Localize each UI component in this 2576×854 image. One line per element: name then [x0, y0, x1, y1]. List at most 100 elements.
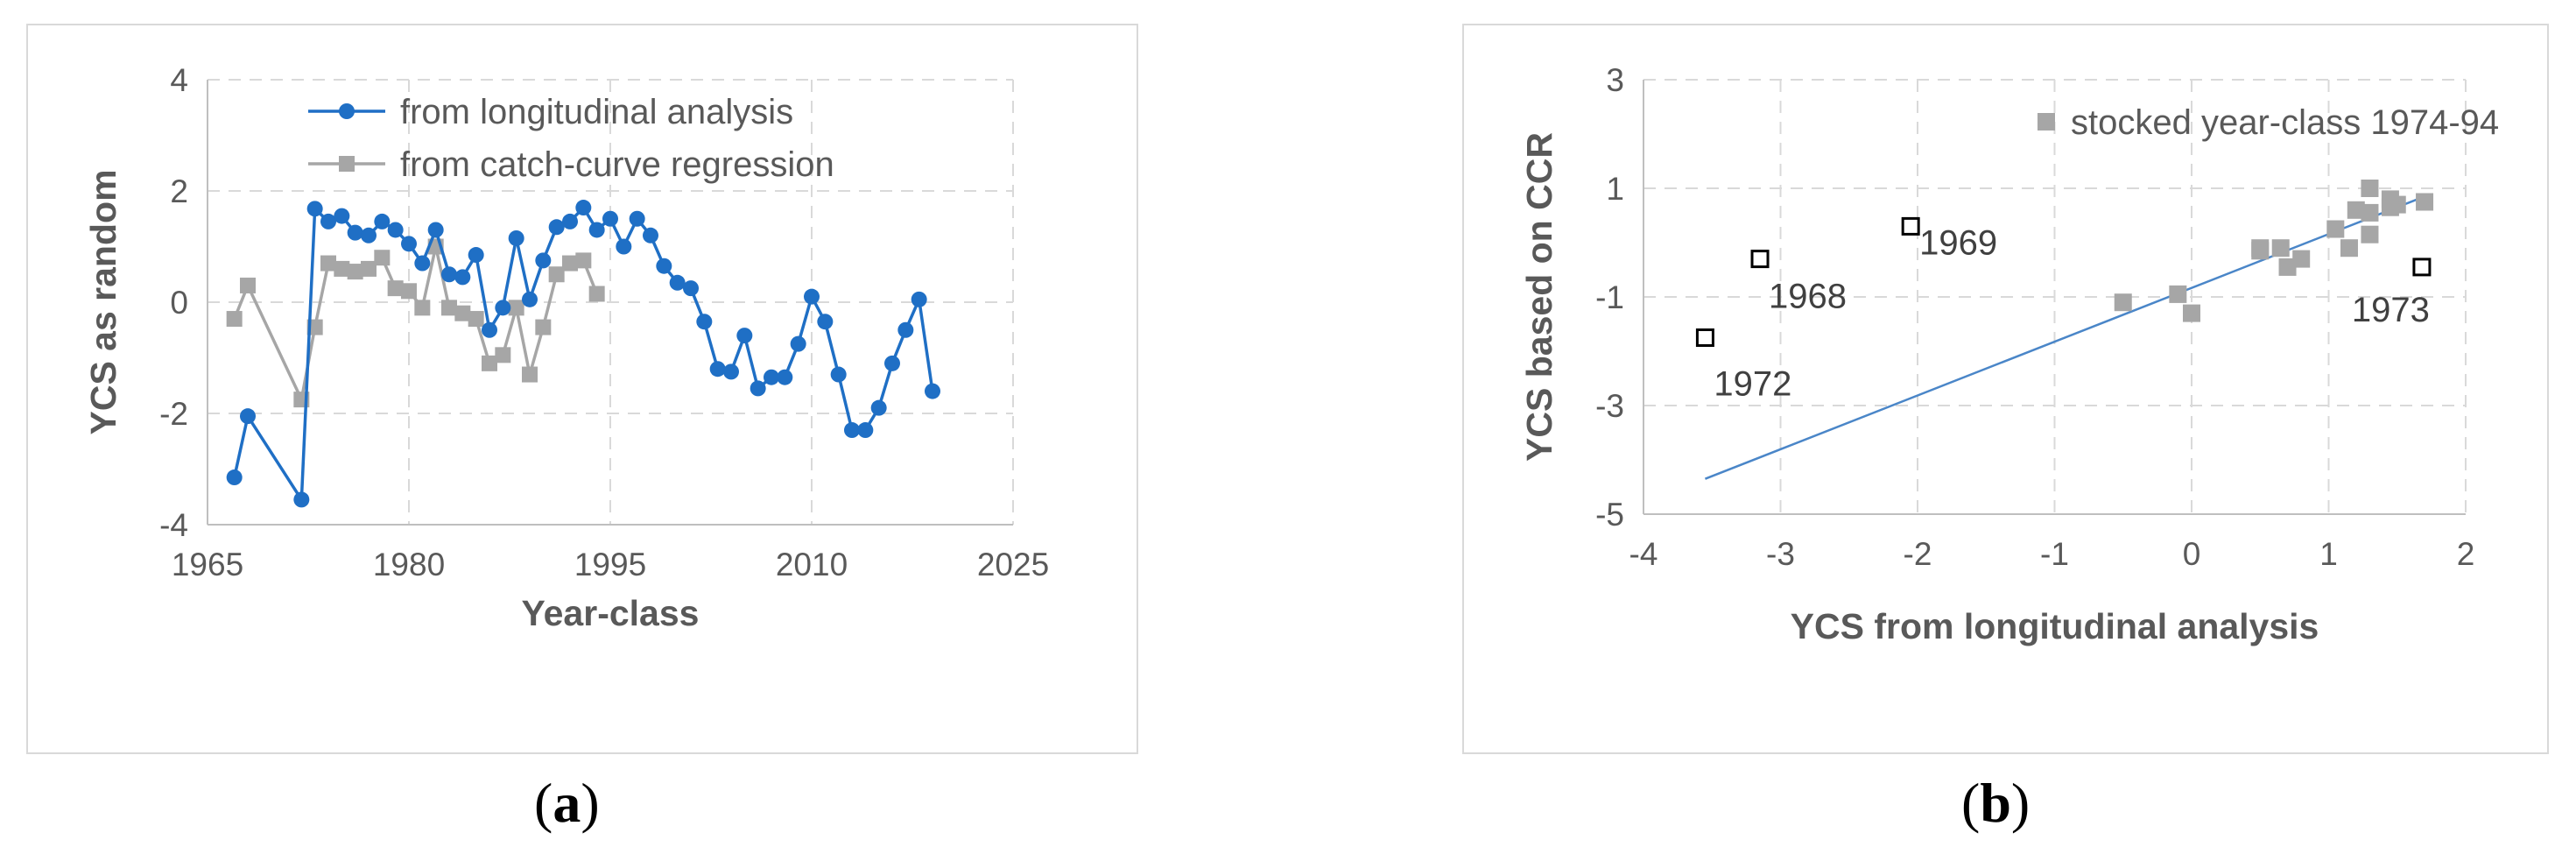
legend-label: stocked year-class 1974-94: [2071, 103, 2499, 142]
data-point: [723, 363, 739, 380]
chart-panel-a: -4 -2 0 2 4 1965 1980 1995 2010 2025 Year-class YCS…: [26, 24, 1138, 754]
data-point: [656, 258, 672, 274]
data-point: [870, 399, 887, 416]
data-point: [334, 208, 350, 224]
x-tick-label: 2010: [776, 547, 848, 582]
x-tick-label: -1: [2040, 536, 2069, 572]
x-tick-label: -2: [1904, 536, 1932, 572]
data-point: [387, 222, 404, 238]
data-point: [441, 266, 457, 283]
scatter-chart-b: -5 -3 -1 1 3 -4 -3 -2 -1 0 1 2 YCS from longitudinal…: [1519, 62, 2499, 646]
data-point: [374, 213, 391, 229]
data-point: [361, 260, 377, 277]
data-point: [925, 383, 940, 399]
point-label: 1969: [1919, 223, 1997, 262]
data-point: [320, 213, 336, 229]
data-point: [2183, 304, 2200, 322]
data-point: [790, 335, 806, 352]
x-tick-label: 1: [2319, 536, 2338, 572]
data-point: [468, 311, 484, 328]
data-point: [2278, 258, 2297, 276]
data-point: [683, 280, 699, 297]
y-tick-label: -3: [1595, 388, 1624, 424]
data-point: [522, 366, 538, 383]
data-point: [240, 408, 256, 425]
data-point: [2388, 195, 2406, 214]
legend-label: from longitudinal analysis: [400, 93, 793, 131]
caption-a: (a): [534, 772, 600, 834]
y-axis-title: YCS as random: [83, 169, 123, 434]
data-point: [736, 328, 753, 344]
data-point: [857, 422, 874, 439]
trendline: [1704, 195, 2425, 480]
data-point: [374, 250, 391, 266]
data-point: [830, 366, 847, 383]
y-tick-label: 1: [1606, 171, 1624, 207]
data-point: [884, 355, 900, 371]
x-tick-label: 0: [2183, 536, 2201, 572]
data-point: [2271, 239, 2290, 258]
data-point: [897, 321, 914, 338]
data-point: [306, 201, 323, 217]
data-point: [562, 255, 578, 272]
y-tick-label: -4: [159, 507, 188, 543]
x-axis-title: YCS from longitudinal analysis: [1791, 606, 2319, 646]
data-point: [427, 222, 444, 238]
data-point: [2347, 201, 2365, 219]
data-point: [804, 288, 820, 305]
data-point: [548, 266, 565, 283]
data-point: [441, 300, 457, 316]
data-point: [562, 213, 578, 229]
x-tick-label: 2025: [977, 547, 1049, 582]
data-point: [414, 300, 431, 316]
data-point: [226, 469, 243, 486]
data-point: [616, 238, 632, 255]
data-point: [696, 314, 713, 330]
data-point: [468, 247, 484, 264]
y-tick-label: -2: [159, 396, 188, 432]
data-point: [535, 252, 552, 269]
data-point: [2361, 225, 2379, 243]
y-tick-label: 4: [170, 62, 188, 98]
caption-b: (b): [1961, 772, 2031, 834]
data-point: [535, 319, 552, 335]
line-chart-a: -4 -2 0 2 4 1965 1980 1995 2010 2025 Year-class YCS…: [83, 62, 1049, 633]
data-point: [548, 219, 565, 236]
data-point: [2169, 285, 2187, 303]
data-point: [764, 369, 779, 385]
data-point: [2326, 220, 2345, 238]
data-point: [2114, 293, 2132, 312]
data-point: [911, 291, 927, 307]
x-tick-label: 1965: [172, 547, 243, 582]
data-point: [401, 236, 417, 252]
data-point: [347, 264, 363, 280]
x-tick-label: 1980: [373, 547, 445, 582]
data-point: [750, 380, 766, 397]
data-point: [508, 300, 524, 316]
point-label: 1973: [2352, 291, 2430, 329]
data-point: [669, 274, 686, 291]
legend-label: from catch-curve regression: [400, 145, 834, 184]
data-point: [387, 280, 404, 297]
data-point: [454, 305, 471, 321]
data-point: [482, 321, 497, 338]
x-tick-label: -4: [1629, 536, 1658, 572]
data-point: [709, 361, 726, 378]
data-point: [629, 210, 645, 227]
data-point: [226, 311, 243, 328]
legend-marker: [339, 103, 355, 119]
data-point: [495, 347, 511, 363]
series-line: [232, 205, 934, 505]
data-point: [482, 355, 497, 371]
data-point: [508, 229, 524, 246]
data-point: [454, 269, 471, 286]
data-point: [2340, 239, 2358, 258]
y-tick-label: -5: [1595, 497, 1624, 533]
data-point: [777, 369, 793, 385]
data-point: [575, 200, 592, 216]
x-tick-label: -3: [1766, 536, 1795, 572]
data-point: [334, 260, 350, 277]
data-point: [2361, 180, 2379, 197]
data-point: [414, 255, 431, 272]
chart-panel-b: -5 -3 -1 1 3 -4 -3 -2 -1 0 1 2 YCS from longitudinal…: [1462, 24, 2549, 754]
